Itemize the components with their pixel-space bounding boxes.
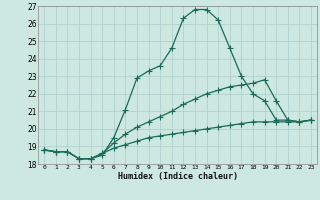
X-axis label: Humidex (Indice chaleur): Humidex (Indice chaleur): [118, 172, 238, 181]
